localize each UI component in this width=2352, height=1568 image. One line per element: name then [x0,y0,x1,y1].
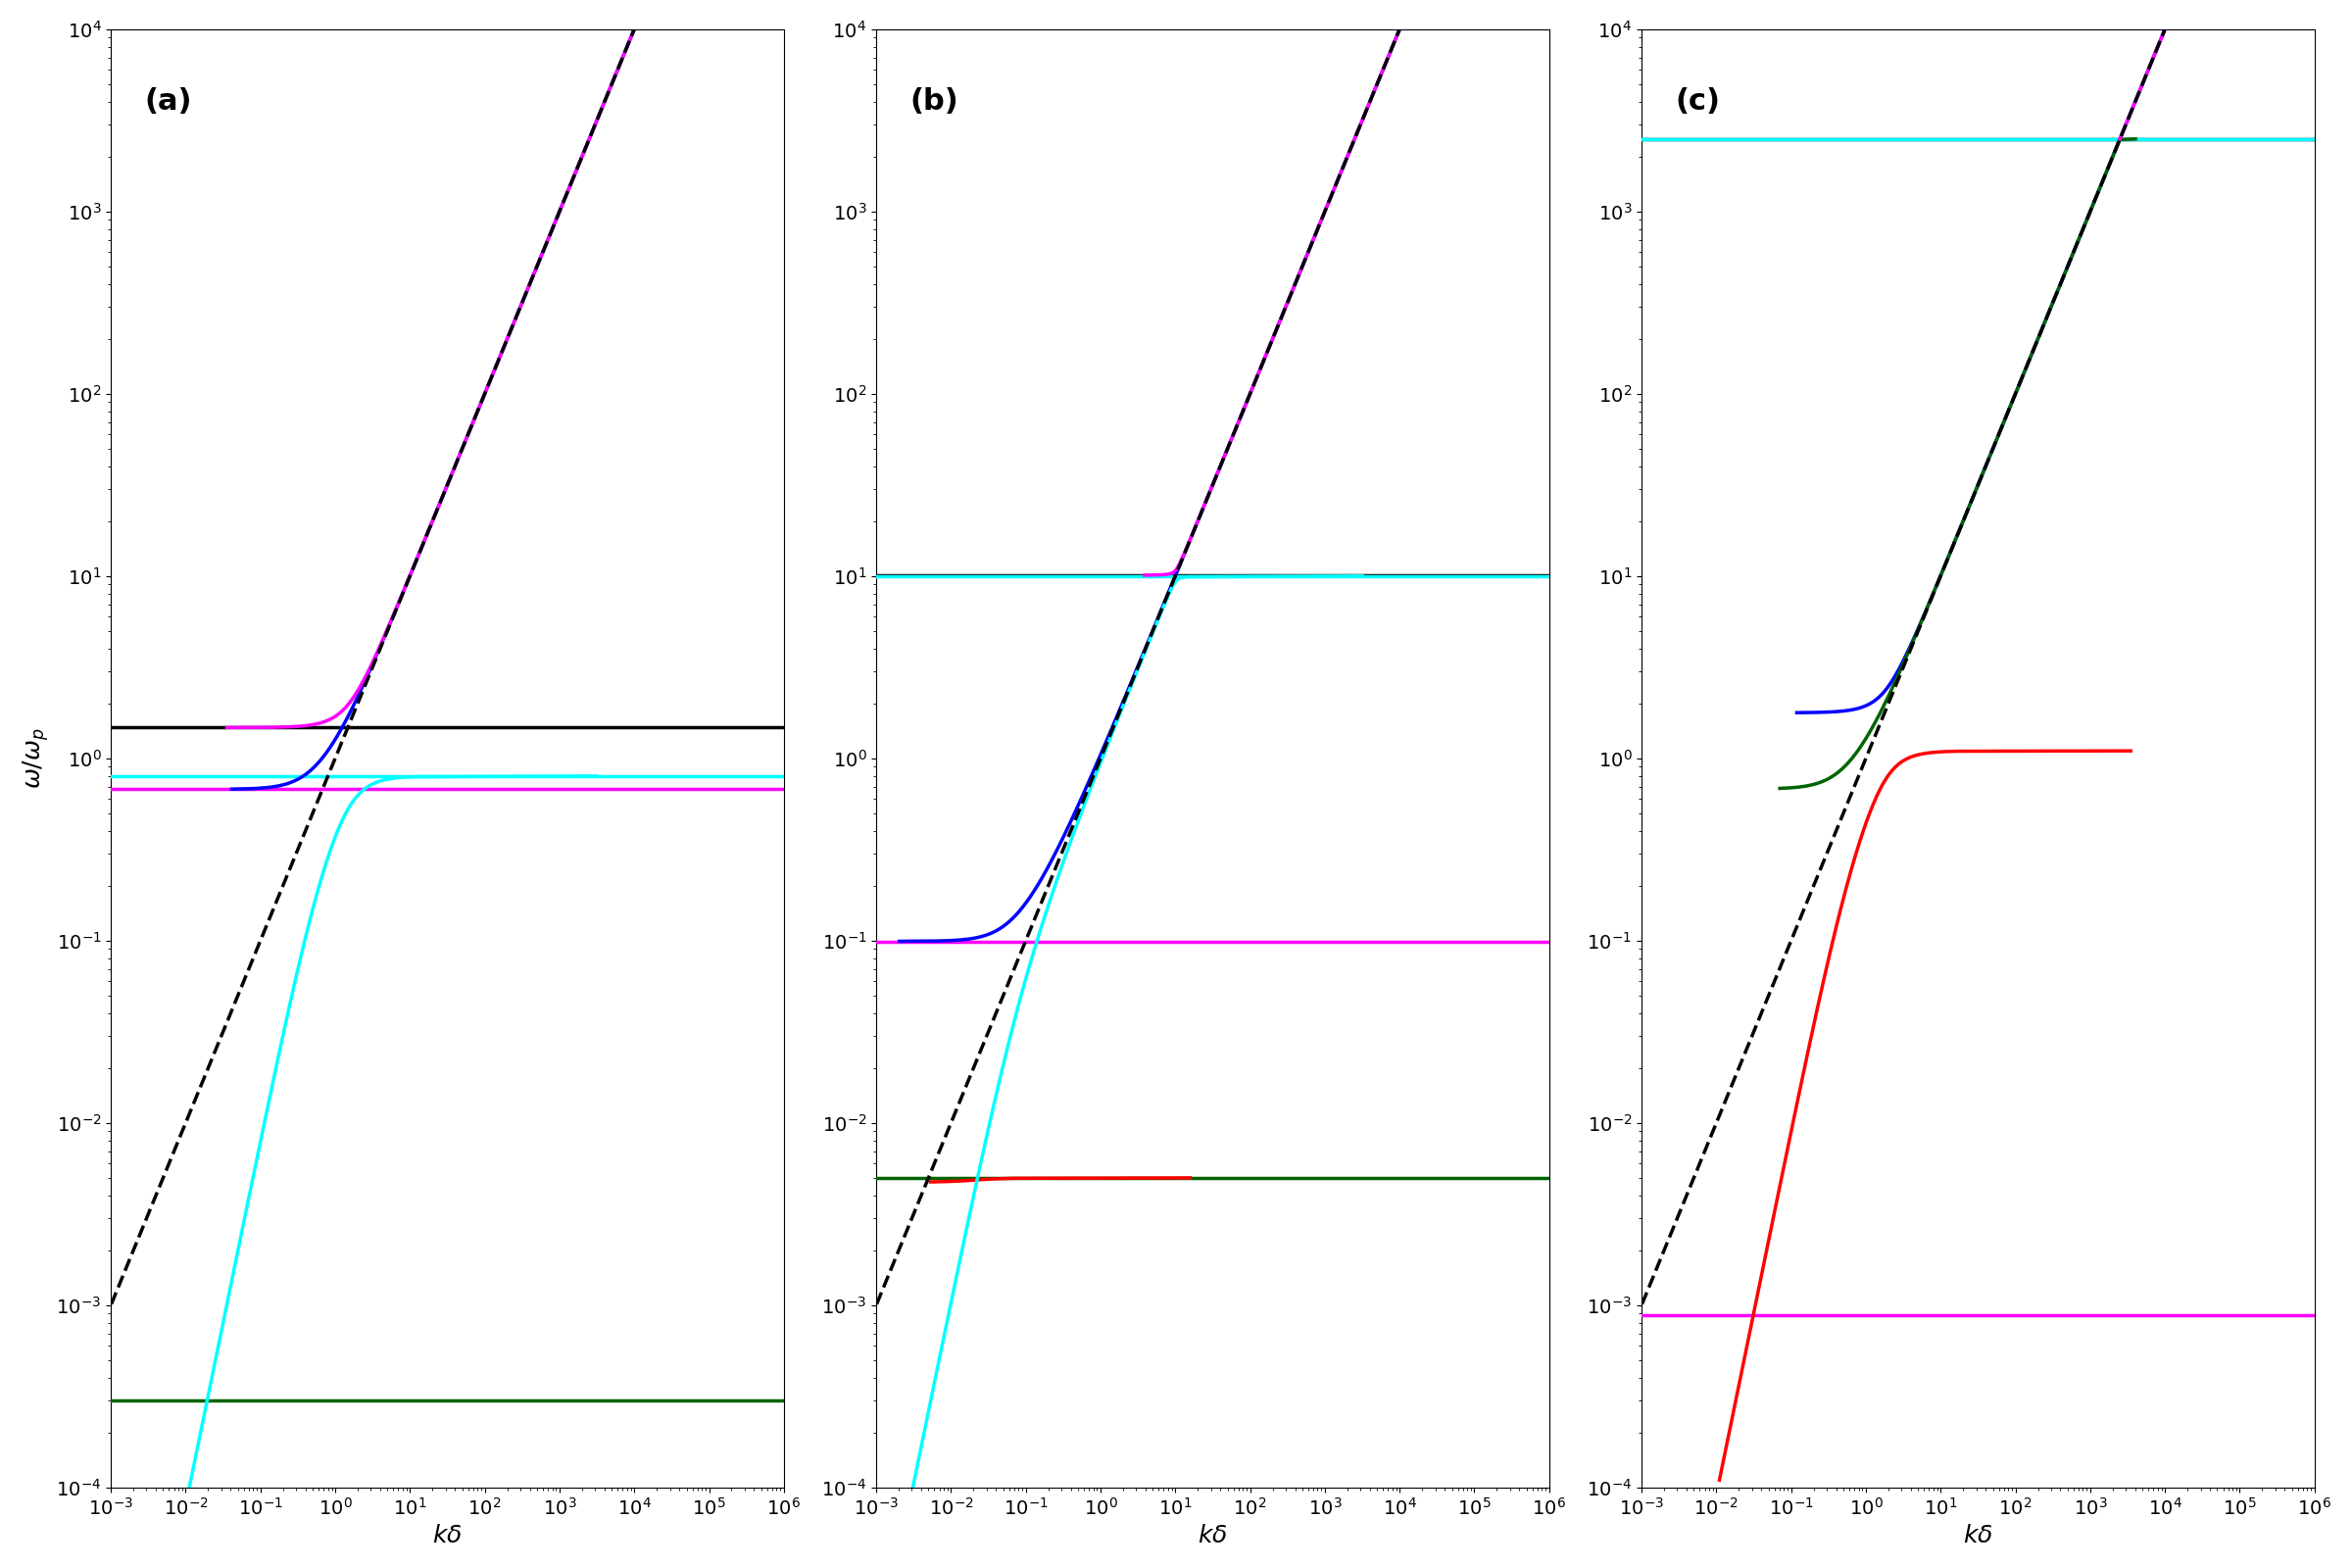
X-axis label: $k\delta$: $k\delta$ [1964,1524,1992,1548]
X-axis label: $k\delta$: $k\delta$ [1197,1524,1228,1548]
Text: (a): (a) [143,88,193,116]
Text: (c): (c) [1675,88,1719,116]
X-axis label: $k\delta$: $k\delta$ [433,1524,463,1548]
Y-axis label: $\omega/\omega_p$: $\omega/\omega_p$ [21,728,49,789]
Text: (b): (b) [910,88,960,116]
